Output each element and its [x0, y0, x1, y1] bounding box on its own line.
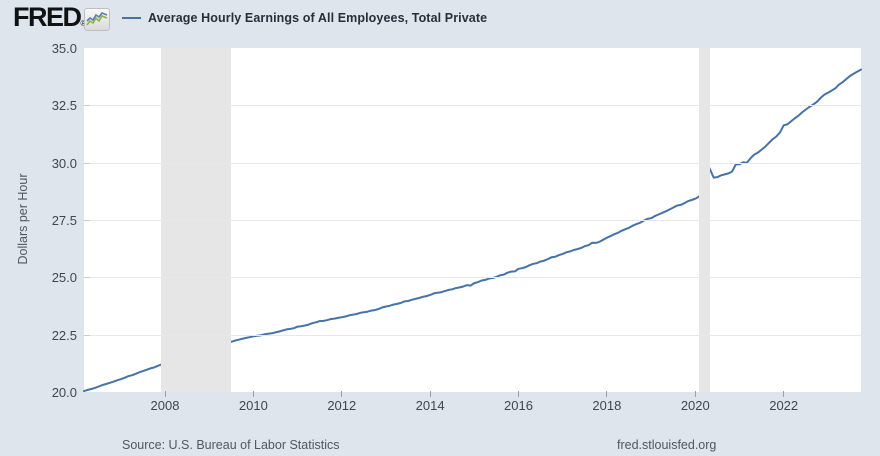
- y-tick-label: 20.0: [51, 385, 77, 400]
- gridline: [84, 220, 861, 221]
- x-tick-mark: [694, 391, 696, 397]
- gridline: [84, 277, 861, 279]
- registered-mark: ®: [80, 19, 87, 28]
- fred-sparkline-icon: [84, 8, 110, 31]
- x-tick-label: 2012: [327, 398, 357, 413]
- y-tick-label: 32.5: [51, 98, 77, 114]
- gridline: [84, 334, 861, 336]
- y-tick-mark: [84, 105, 90, 107]
- x-tick-label: 2018: [592, 398, 622, 413]
- y-tick-mark: [84, 277, 90, 279]
- legend-line-sample: [122, 17, 141, 19]
- fred-logo: FRED®: [13, 4, 86, 37]
- x-tick-mark: [341, 391, 343, 397]
- x-tick-mark: [252, 391, 254, 397]
- y-tick-mark: [84, 334, 90, 336]
- plot-area: [83, 48, 862, 393]
- chart-legend: Average Hourly Earnings of All Employees…: [122, 11, 487, 25]
- x-tick-mark: [429, 391, 431, 397]
- x-tick-label: 2010: [238, 398, 268, 413]
- y-tick-mark: [84, 162, 90, 164]
- y-tick-label: 27.5: [51, 213, 77, 228]
- x-tick-label: 2022: [769, 398, 799, 413]
- gridline: [84, 162, 861, 164]
- y-tick-label: 30.0: [51, 155, 77, 171]
- footer-source-text: Source: U.S. Bureau of Labor Statistics: [122, 438, 340, 452]
- x-tick-mark: [164, 391, 166, 397]
- x-tick-label: 2008: [150, 398, 180, 413]
- x-tick-label: 2014: [415, 398, 445, 413]
- x-tick-label: 2020: [680, 398, 710, 413]
- legend-series-label: Average Hourly Earnings of All Employees…: [148, 11, 488, 25]
- x-tick-mark: [606, 391, 608, 397]
- y-tick-label: 22.5: [51, 327, 77, 343]
- x-tick-mark: [783, 391, 785, 397]
- x-tick-mark: [518, 391, 519, 397]
- x-tick-label: 2016: [504, 398, 533, 413]
- y-tick-mark: [84, 220, 90, 221]
- fred-logo-text: FRED: [13, 2, 82, 32]
- footer-site-link[interactable]: fred.stlouisfed.org: [617, 438, 717, 452]
- gridline: [84, 105, 861, 107]
- y-tick-label: 25.0: [51, 270, 77, 286]
- y-tick-label: 35.0: [51, 41, 77, 56]
